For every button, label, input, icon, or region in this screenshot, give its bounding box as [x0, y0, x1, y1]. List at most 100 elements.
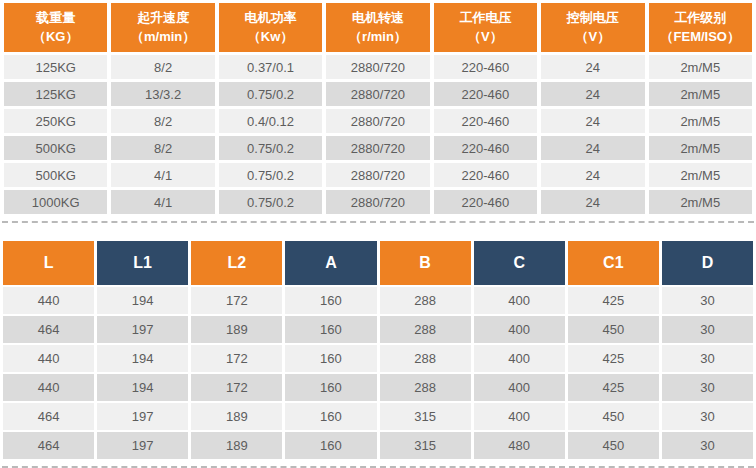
table-cell: 30	[662, 403, 753, 430]
table-cell: 30	[662, 345, 753, 372]
table-cell: 288	[380, 287, 471, 314]
table-cell: 220-460	[434, 190, 537, 214]
table-cell: 500KG	[4, 163, 107, 187]
table-cell: 315	[380, 403, 471, 430]
table-cell: 189	[191, 316, 282, 343]
spec-header-unit: （V）	[434, 28, 537, 46]
table-cell: 160	[285, 287, 376, 314]
table-cell: 2880/720	[326, 136, 429, 160]
table-cell: 2880/720	[326, 190, 429, 214]
table-cell: 440	[3, 345, 94, 372]
table-cell: 160	[285, 403, 376, 430]
spec-table: 载重量（KG） 起升速度（m/min） 电机功率（Kw） 电机转速（r/min）…	[0, 0, 756, 217]
dim-header-A: A	[285, 241, 376, 285]
table-cell: 4/1	[111, 190, 214, 214]
table-cell: 194	[97, 374, 188, 401]
dim-header-L1: L1	[97, 241, 188, 285]
table-cell: 288	[380, 374, 471, 401]
table-cell: 24	[541, 82, 644, 106]
table-cell: 220-460	[434, 136, 537, 160]
table-cell: 0.75/0.2	[219, 136, 322, 160]
table-cell: 220-460	[434, 163, 537, 187]
table-cell: 400	[474, 403, 565, 430]
table-row: 125KG 13/3.2 0.75/0.2 2880/720 220-460 2…	[4, 82, 752, 106]
table-cell: 440	[3, 374, 94, 401]
dim-header-C1: C1	[568, 241, 659, 285]
spec-header-duty-class: 工作级别（FEM/ISO）	[649, 3, 752, 52]
table-cell: 450	[568, 316, 659, 343]
table-cell: 400	[474, 374, 565, 401]
dim-header-L: L	[3, 241, 94, 285]
table-cell: 2m/M5	[649, 136, 752, 160]
dashed-divider	[2, 221, 754, 223]
table-cell: 500KG	[4, 136, 107, 160]
table-cell: 2880/720	[326, 163, 429, 187]
spec-header-unit: （m/min）	[111, 28, 214, 46]
spec-header-control-voltage: 控制电压（V）	[541, 3, 644, 52]
table-cell: 189	[191, 432, 282, 459]
table-cell: 464	[3, 403, 94, 430]
table-cell: 0.37/0.1	[219, 55, 322, 79]
table-cell: 0.75/0.2	[219, 163, 322, 187]
dimension-table: L L1 L2 A B C C1 D 440 194 172 160 288 4…	[0, 239, 756, 461]
table-cell: 2880/720	[326, 55, 429, 79]
spec-header-load: 载重量（KG）	[4, 3, 107, 52]
dim-header-B: B	[380, 241, 471, 285]
table-cell: 425	[568, 374, 659, 401]
spec-header-motor-power: 电机功率（Kw）	[219, 3, 322, 52]
table-cell: 30	[662, 374, 753, 401]
table-cell: 8/2	[111, 55, 214, 79]
table-cell: 24	[541, 136, 644, 160]
table-cell: 172	[191, 374, 282, 401]
spec-header-row: 载重量（KG） 起升速度（m/min） 电机功率（Kw） 电机转速（r/min）…	[4, 3, 752, 52]
spec-header-title: 电机转速	[326, 9, 429, 27]
table-cell: 400	[474, 345, 565, 372]
table-cell: 2m/M5	[649, 55, 752, 79]
table-row: 464 197 189 160 315 480 450 30	[3, 432, 753, 459]
table-cell: 425	[568, 287, 659, 314]
table-cell: 400	[474, 287, 565, 314]
dimension-header-row: L L1 L2 A B C C1 D	[3, 241, 753, 285]
table-cell: 450	[568, 403, 659, 430]
table-cell: 125KG	[4, 82, 107, 106]
table-row: 1000KG 4/1 0.75/0.2 2880/720 220-460 24 …	[4, 190, 752, 214]
table-cell: 400	[474, 316, 565, 343]
table-cell: 220-460	[434, 109, 537, 133]
table-row: 125KG 8/2 0.37/0.1 2880/720 220-460 24 2…	[4, 55, 752, 79]
spec-header-unit: （V）	[541, 28, 644, 46]
table-cell: 13/3.2	[111, 82, 214, 106]
dimension-table-body: 440 194 172 160 288 400 425 30 464 197 1…	[3, 287, 753, 459]
table-cell: 197	[97, 432, 188, 459]
table-cell: 160	[285, 432, 376, 459]
table-row: 440 194 172 160 288 400 425 30	[3, 374, 753, 401]
table-cell: 0.75/0.2	[219, 82, 322, 106]
spec-header-unit: （FEM/ISO）	[649, 28, 752, 46]
table-cell: 194	[97, 345, 188, 372]
table-cell: 220-460	[434, 55, 537, 79]
table-cell: 1000KG	[4, 190, 107, 214]
table-cell: 2m/M5	[649, 109, 752, 133]
table-cell: 197	[97, 403, 188, 430]
spec-table-header: 载重量（KG） 起升速度（m/min） 电机功率（Kw） 电机转速（r/min）…	[4, 3, 752, 52]
table-cell: 30	[662, 287, 753, 314]
table-cell: 250KG	[4, 109, 107, 133]
table-row: 464 197 189 160 315 400 450 30	[3, 403, 753, 430]
table-cell: 160	[285, 374, 376, 401]
spec-header-lift-speed: 起升速度（m/min）	[111, 3, 214, 52]
table-cell: 197	[97, 316, 188, 343]
spec-header-unit: （KG）	[4, 28, 107, 46]
table-cell: 30	[662, 432, 753, 459]
table-cell: 288	[380, 345, 471, 372]
spec-table-body: 125KG 8/2 0.37/0.1 2880/720 220-460 24 2…	[4, 55, 752, 214]
table-cell: 172	[191, 287, 282, 314]
spec-header-motor-speed: 电机转速（r/min）	[326, 3, 429, 52]
table-cell: 8/2	[111, 136, 214, 160]
table-row: 500KG 8/2 0.75/0.2 2880/720 220-460 24 2…	[4, 136, 752, 160]
spec-header-title: 起升速度	[111, 9, 214, 27]
table-cell: 2m/M5	[649, 190, 752, 214]
table-cell: 24	[541, 163, 644, 187]
table-row: 250KG 8/2 0.4/0.12 2880/720 220-460 24 2…	[4, 109, 752, 133]
table-row: 500KG 4/1 0.75/0.2 2880/720 220-460 24 2…	[4, 163, 752, 187]
table-cell: 24	[541, 190, 644, 214]
table-cell: 425	[568, 345, 659, 372]
